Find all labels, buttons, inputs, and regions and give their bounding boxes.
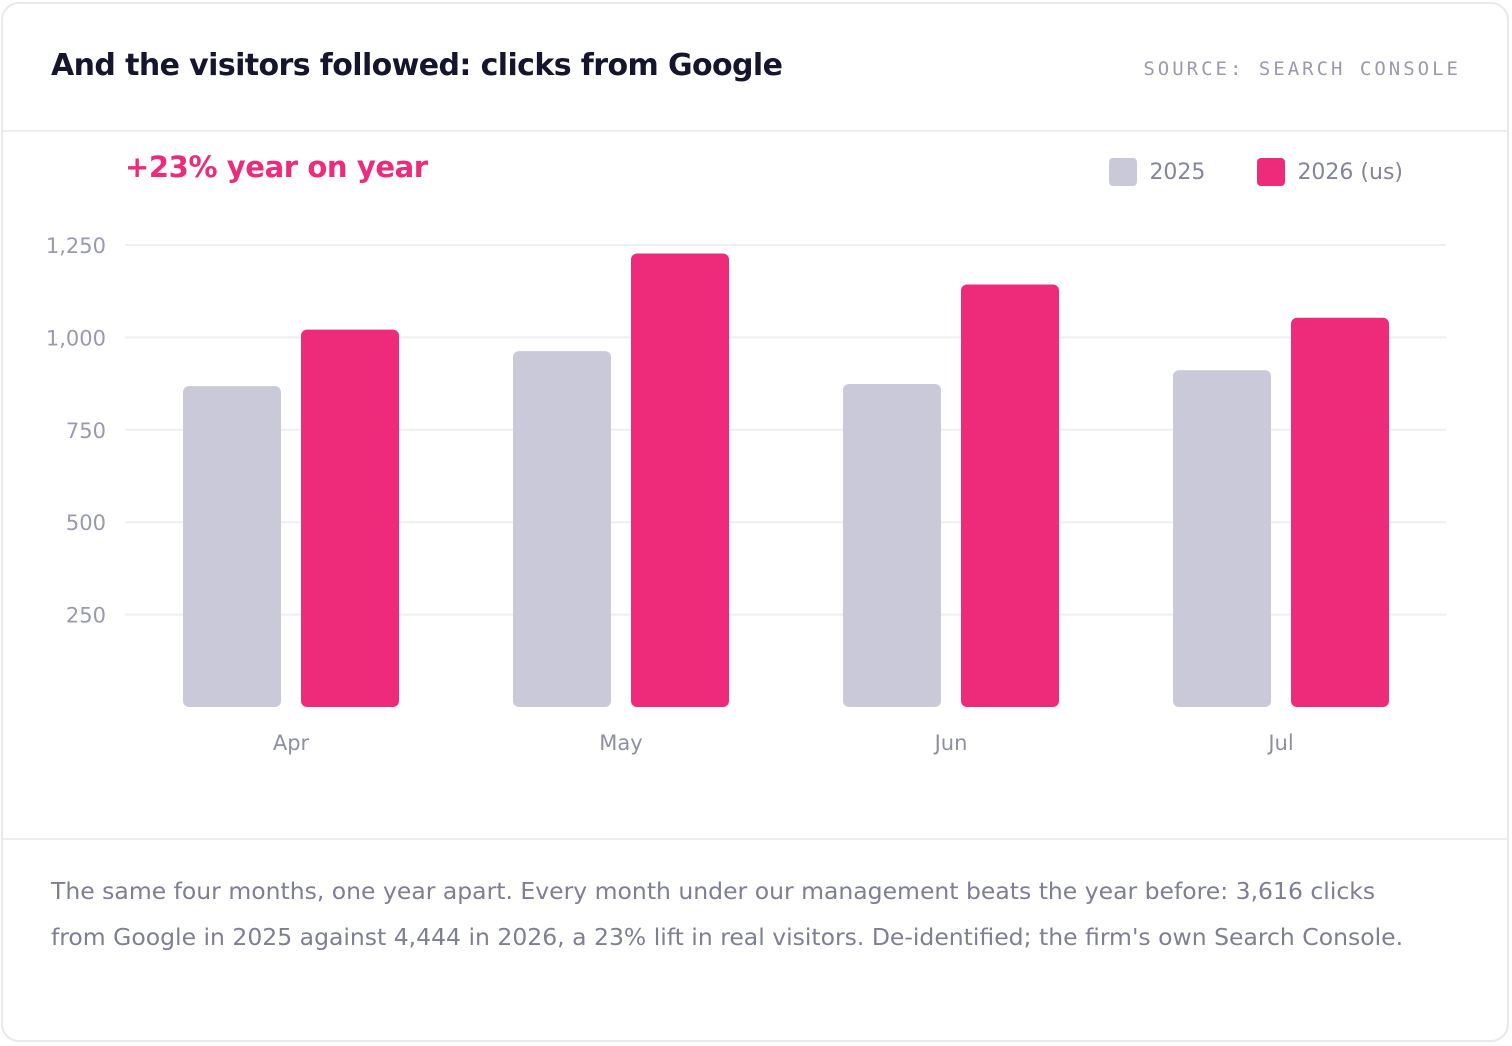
source-label: SOURCE: SEARCH CONSOLE xyxy=(1143,58,1461,80)
chart-caption: The same four months, one year apart. Ev… xyxy=(51,877,1404,951)
bar-2026-jul xyxy=(1291,317,1389,707)
bar-2026-apr xyxy=(301,329,399,707)
legend-swatch-2025 xyxy=(1109,158,1138,186)
chart-area: 250 500 750 1,000 1,250 Apr May Jun Jul +23% yea… xyxy=(3,132,1507,840)
y-tick-label: 1,250 xyxy=(46,234,106,258)
x-tick-label: Apr xyxy=(273,731,310,755)
y-tick-label: 1,000 xyxy=(46,326,106,350)
bar-2025-apr xyxy=(183,386,281,707)
legend-item-2026: 2026 (us) xyxy=(1257,158,1403,186)
legend-swatch-2026 xyxy=(1257,158,1286,186)
card-header: And the visitors followed: clicks from G… xyxy=(3,4,1507,132)
y-tick-label: 750 xyxy=(66,419,106,443)
x-tick-label: May xyxy=(599,731,642,755)
legend-item-2025: 2025 xyxy=(1109,158,1205,186)
y-tick-label: 500 xyxy=(66,511,106,535)
bar-2025-jun xyxy=(843,383,941,707)
bar-2026-may xyxy=(631,253,729,707)
bar-chart: 250 500 750 1,000 1,250 Apr May Jun Jul xyxy=(46,234,1446,755)
x-tick-label: Jul xyxy=(1266,731,1293,755)
yoy-highlight: +23% year on year xyxy=(125,150,428,184)
card-footer: The same four months, one year apart. Ev… xyxy=(3,838,1507,1040)
legend-label-2025: 2025 xyxy=(1149,159,1206,185)
y-tick-label: 250 xyxy=(66,604,106,628)
x-tick-label: Jun xyxy=(933,731,968,755)
chart-title: And the visitors followed: clicks from G… xyxy=(51,48,783,83)
bar-2026-jun xyxy=(961,284,1059,707)
bar-2025-jul xyxy=(1173,370,1271,707)
bar-2025-may xyxy=(513,351,611,707)
legend-label-2026: 2026 (us) xyxy=(1297,159,1403,185)
chart-legend: 2025 2026 (us) xyxy=(1109,158,1403,186)
